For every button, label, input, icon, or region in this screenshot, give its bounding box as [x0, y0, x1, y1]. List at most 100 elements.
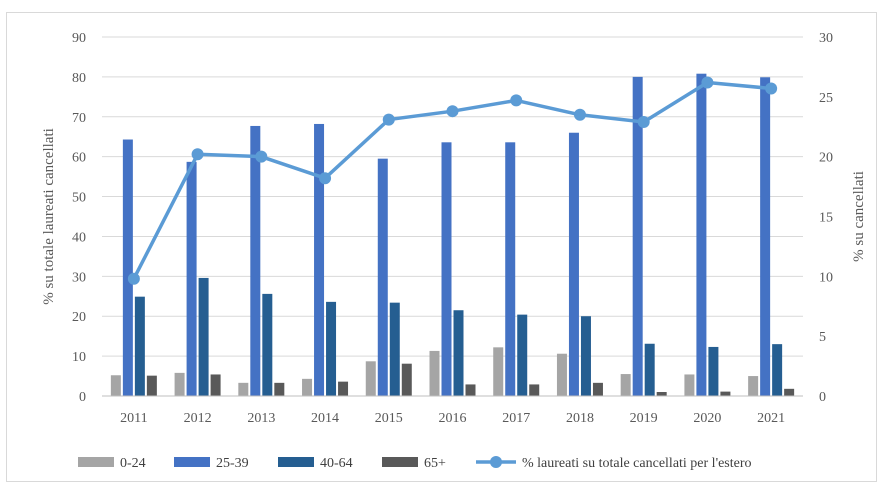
- bar-25-39: [250, 125, 261, 397]
- line-point: [446, 105, 459, 118]
- y-right-tick-label: 25: [819, 91, 833, 106]
- bar-40-64: [708, 346, 719, 396]
- y-right-tick-label: 20: [819, 151, 833, 166]
- bar-0-24: [429, 350, 440, 396]
- y-left-axis-title: % su totale laureati cancellati: [41, 128, 57, 305]
- bar-40-64: [517, 314, 528, 396]
- bar-65+: [529, 384, 540, 396]
- x-tick-label: 2012: [184, 411, 212, 426]
- y-left-tick-label: 20: [72, 310, 86, 325]
- y-left-tick-label: 30: [72, 270, 86, 285]
- x-tick-label: 2018: [566, 411, 594, 426]
- bar-40-64: [134, 296, 145, 396]
- line-point: [255, 150, 268, 163]
- line-point: [191, 148, 204, 161]
- bar-25-39: [186, 161, 197, 396]
- bar-40-64: [644, 343, 655, 396]
- legend-swatch-0-24: [78, 457, 114, 467]
- line-point: [765, 82, 778, 95]
- bar-25-39: [696, 73, 707, 396]
- line-point: [701, 76, 714, 89]
- y-right-axis-title: % su cancellati: [851, 171, 867, 262]
- legend-label: % laureati su totale cancellati per l'es…: [522, 456, 752, 471]
- bar-0-24: [556, 353, 567, 396]
- bar-40-64: [453, 310, 464, 396]
- line-point: [319, 172, 332, 185]
- legend-label: 0-24: [120, 456, 146, 471]
- y-left-tick-label: 90: [72, 31, 86, 46]
- axes: 0 10 20 30 40 50 60 70 80 90 0 5 10 15 20 25 30 2011 2012 2…: [41, 31, 867, 426]
- bar-25-39: [568, 132, 579, 396]
- line-point: [637, 115, 650, 128]
- line-point: [510, 94, 523, 107]
- bar-40-64: [198, 277, 209, 396]
- bar-25-39: [632, 76, 643, 396]
- legend-label: 25-39: [216, 456, 249, 471]
- bar-65+: [146, 375, 157, 396]
- y-right-tick-label: 0: [819, 390, 826, 405]
- bar-40-64: [580, 316, 591, 396]
- bar-0-24: [302, 378, 313, 396]
- x-tick-label: 2015: [375, 411, 403, 426]
- x-tick-label: 2019: [630, 411, 658, 426]
- line-series: [127, 76, 778, 285]
- bar-40-64: [262, 293, 273, 396]
- bar-65+: [401, 363, 412, 396]
- bar-65+: [592, 382, 603, 396]
- bar-65+: [720, 391, 731, 396]
- x-tick-label: 2014: [311, 411, 339, 426]
- y-left-tick-label: 80: [72, 71, 86, 86]
- y-left-tick-label: 60: [72, 151, 86, 166]
- bar-0-24: [493, 347, 504, 396]
- legend-label: 40-64: [320, 456, 353, 471]
- y-left-tick-label: 70: [72, 111, 86, 126]
- bar-0-24: [684, 374, 695, 396]
- bar-25-39: [314, 123, 325, 397]
- bar-0-24: [620, 374, 631, 396]
- y-right-tick-label: 10: [819, 270, 833, 285]
- x-tick-label: 2020: [693, 411, 721, 426]
- y-right-tick-label: 5: [819, 330, 826, 345]
- bar-25-39: [377, 158, 388, 396]
- bar-0-24: [174, 372, 185, 396]
- bar-25-39: [505, 142, 516, 396]
- bar-65+: [465, 384, 476, 396]
- legend-swatch-25-39: [174, 457, 210, 467]
- legend-label: 65+: [424, 456, 446, 471]
- bar-65+: [210, 374, 221, 396]
- bar-65+: [274, 382, 285, 396]
- bar-0-24: [110, 375, 121, 396]
- legend-swatch-65+: [382, 457, 418, 467]
- bar-65+: [338, 381, 349, 396]
- bar-0-24: [748, 376, 759, 396]
- bar-40-64: [389, 302, 400, 396]
- x-tick-label: 2011: [120, 411, 147, 426]
- y-right-tick-label: 15: [819, 211, 833, 226]
- x-tick-label: 2021: [757, 411, 785, 426]
- y-left-tick-label: 50: [72, 191, 86, 206]
- bar-0-24: [365, 361, 376, 396]
- line-point: [573, 108, 586, 121]
- bar-40-64: [326, 301, 337, 396]
- line-point: [382, 113, 395, 126]
- bar-0-24: [238, 382, 249, 396]
- legend-line-marker: [490, 456, 502, 468]
- legend: 0-24 25-39 40-64 65+ % laureati su totale ca…: [78, 456, 752, 471]
- bar-65+: [784, 388, 795, 396]
- x-tick-label: 2016: [439, 411, 467, 426]
- y-left-tick-label: 0: [79, 390, 86, 405]
- bar-65+: [656, 392, 667, 396]
- legend-swatch-40-64: [278, 457, 314, 467]
- line-point: [127, 272, 140, 285]
- bar-25-39: [441, 142, 452, 396]
- bar-25-39: [760, 77, 771, 396]
- y-left-tick-label: 10: [72, 350, 86, 365]
- y-left-tick-label: 40: [72, 230, 86, 245]
- y-right-tick-label: 30: [819, 31, 833, 46]
- x-tick-label: 2017: [502, 411, 530, 426]
- bars: [110, 73, 795, 397]
- x-tick-label: 2013: [247, 411, 275, 426]
- bar-40-64: [772, 344, 783, 396]
- bar-25-39: [122, 139, 133, 396]
